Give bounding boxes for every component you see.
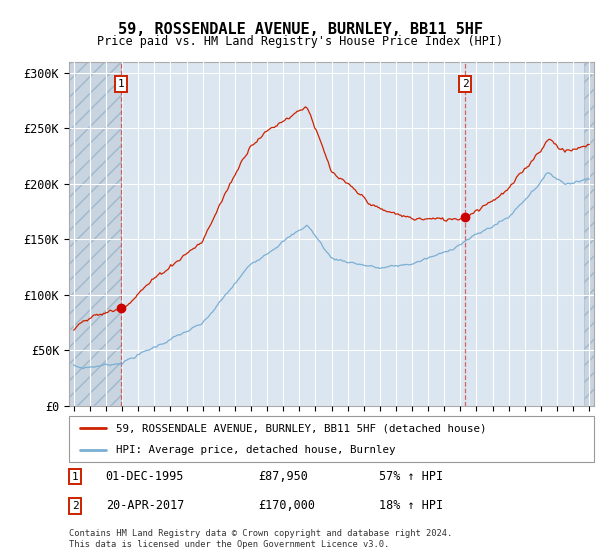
Text: 59, ROSSENDALE AVENUE, BURNLEY, BB11 5HF: 59, ROSSENDALE AVENUE, BURNLEY, BB11 5HF	[118, 22, 482, 38]
Text: Price paid vs. HM Land Registry's House Price Index (HPI): Price paid vs. HM Land Registry's House …	[97, 35, 503, 48]
Text: 18% ↑ HPI: 18% ↑ HPI	[379, 500, 443, 512]
Text: Contains HM Land Registry data © Crown copyright and database right 2024.
This d: Contains HM Land Registry data © Crown c…	[69, 529, 452, 549]
Bar	[584, 62, 597, 406]
FancyBboxPatch shape	[69, 416, 594, 462]
Text: 2: 2	[461, 79, 469, 89]
Text: 2: 2	[72, 501, 79, 511]
Bar	[66, 62, 121, 406]
Text: 1: 1	[118, 79, 124, 89]
Text: 01-DEC-1995: 01-DEC-1995	[106, 470, 184, 483]
Text: £170,000: £170,000	[258, 500, 315, 512]
Text: 20-APR-2017: 20-APR-2017	[106, 500, 184, 512]
Text: 59, ROSSENDALE AVENUE, BURNLEY, BB11 5HF (detached house): 59, ROSSENDALE AVENUE, BURNLEY, BB11 5HF…	[116, 423, 487, 433]
Text: 1: 1	[72, 472, 79, 482]
Text: HPI: Average price, detached house, Burnley: HPI: Average price, detached house, Burn…	[116, 445, 396, 455]
Text: £87,950: £87,950	[258, 470, 308, 483]
Text: 57% ↑ HPI: 57% ↑ HPI	[379, 470, 443, 483]
